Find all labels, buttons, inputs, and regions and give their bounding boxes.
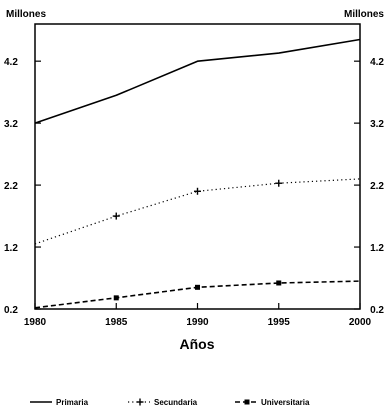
y-tick-label-right: 3.2 [370,119,384,130]
y-axis-title-left: Millones [6,9,46,20]
data-point-secundaria [275,179,283,187]
y-tick-label-right: 0.2 [370,305,384,316]
y-tick-label-left: 4.2 [4,57,18,68]
y-tick-label-left: 0.2 [4,305,18,316]
data-point-secundaria [194,187,201,195]
legend-label-universitaria: Universitaria [261,398,310,407]
data-point-universitaria [276,280,282,286]
data-point-universitaria [113,295,119,301]
series-line-primaria [34,38,361,124]
x-tick-label: 1995 [268,317,291,328]
y-tick-label-right: 4.2 [370,57,384,68]
plot-frame [34,23,361,310]
x-tick-label: 1980 [24,317,47,328]
x-axis-title: Años [180,336,215,352]
legend-label-secundaria: Secundaria [154,398,198,407]
data-point-secundaria [112,212,120,220]
x-tick-label: 1985 [105,317,128,328]
y-axis-title-right: Millones [344,9,384,20]
y-tick-label-right: 2.2 [370,181,384,192]
y-tick-label-left: 1.2 [4,243,18,254]
data-point-universitaria [195,284,200,290]
x-tick-label: 2000 [349,317,372,328]
legend: Primaria Secundaria Universitaria [30,398,310,407]
y-tick-label-left: 2.2 [4,181,18,192]
y-tick-label-left: 3.2 [4,119,18,130]
legend-marker-universitaria [244,399,250,405]
legend-marker-secundaria [136,398,144,406]
legend-label-primaria: Primaria [56,398,89,407]
y-tick-label-right: 1.2 [370,243,384,254]
x-tick-label: 1990 [186,317,209,328]
